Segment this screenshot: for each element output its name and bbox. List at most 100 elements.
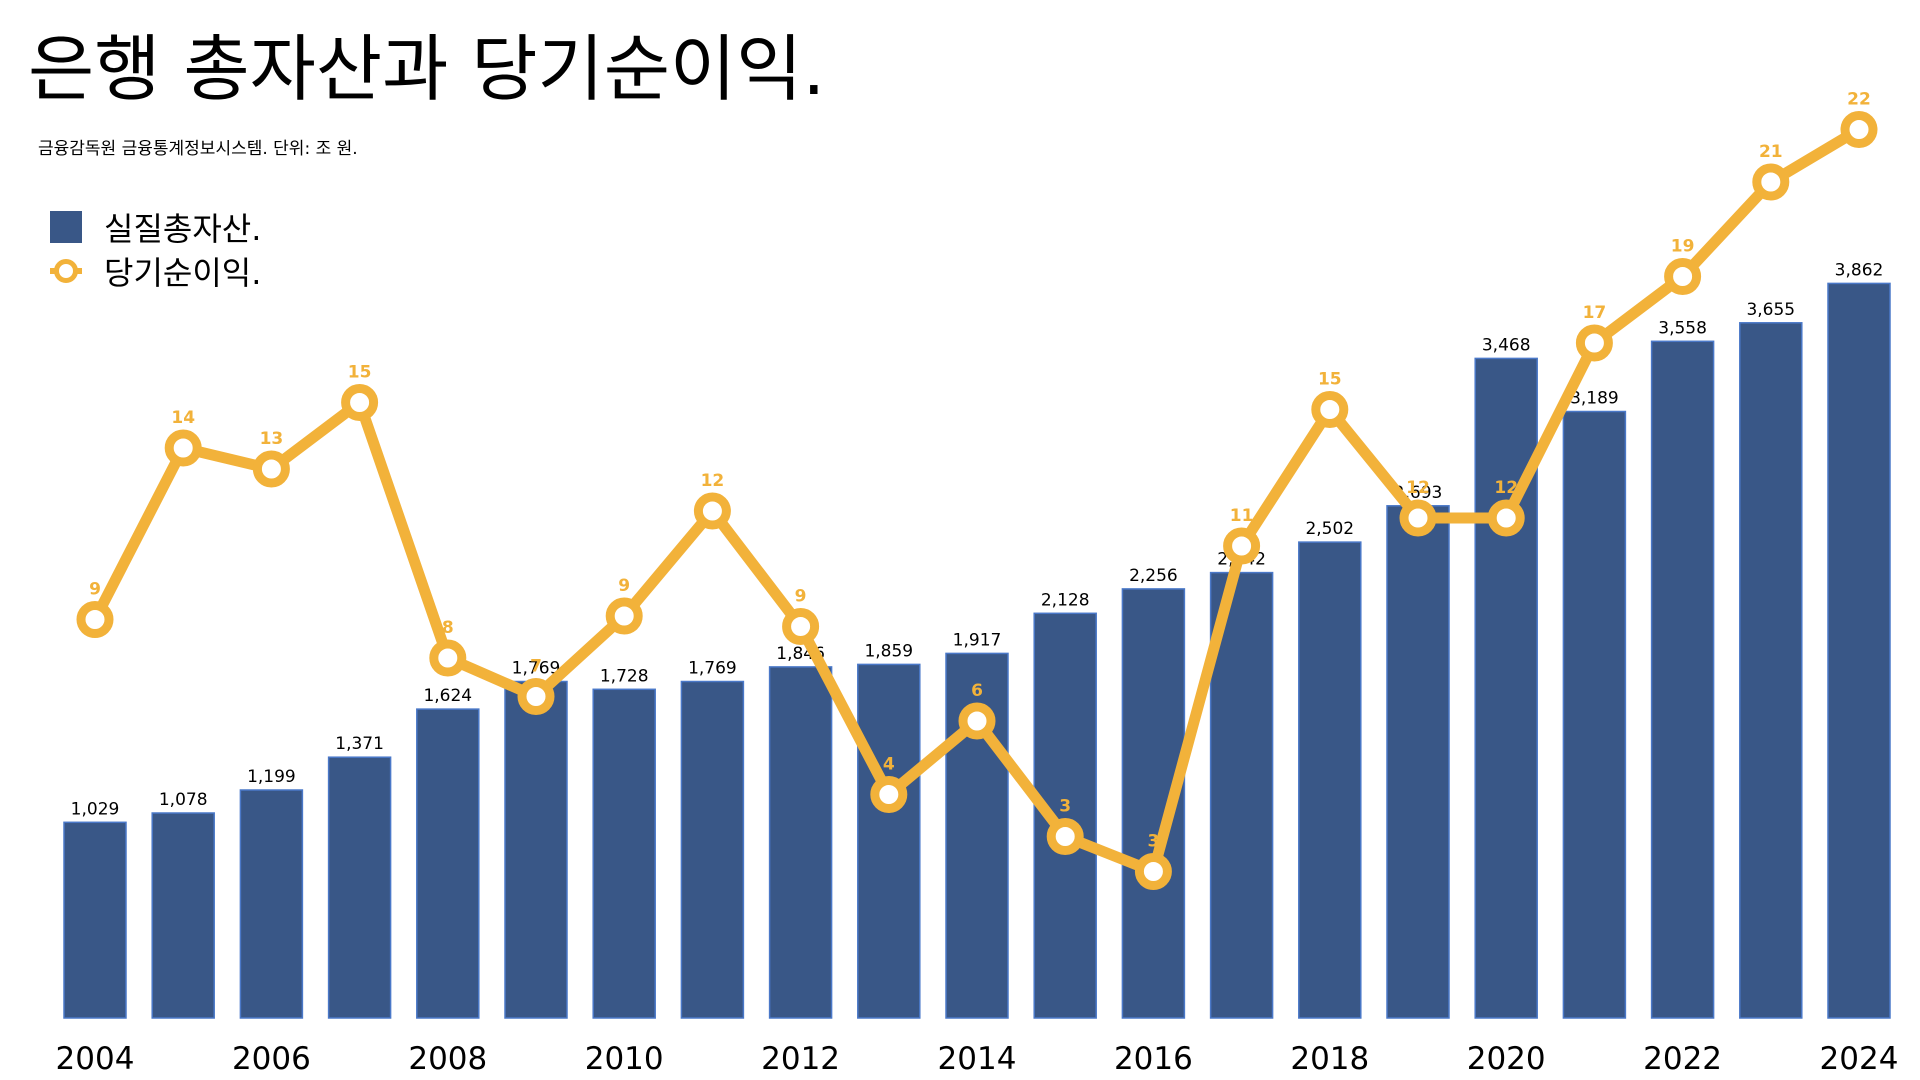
bar-2008 — [416, 708, 480, 1019]
line-point-2005 — [164, 429, 202, 467]
line-label-2016: 3 — [1147, 832, 1159, 852]
line-label-2009: 7 — [530, 657, 542, 677]
line-label-2021: 17 — [1583, 303, 1607, 323]
bar-label-2014: 1,917 — [953, 630, 1002, 650]
bar-2019 — [1386, 505, 1450, 1019]
line-point-2017 — [1223, 527, 1261, 565]
bar-2007 — [327, 756, 392, 1019]
line-point-2023 — [1752, 163, 1790, 201]
bar-2022 — [1650, 340, 1715, 1019]
bar-2017 — [1209, 571, 1274, 1019]
line-label-2019: 12 — [1406, 478, 1430, 498]
bar-label-2011: 1,769 — [688, 659, 737, 679]
bar-2023 — [1739, 322, 1803, 1019]
line-label-2007: 15 — [348, 363, 372, 383]
line-point-2021 — [1575, 324, 1613, 362]
x-tick-2010: 2010 — [585, 1041, 664, 1077]
bar-2013 — [857, 663, 921, 1019]
chart-subtitle: 금융감독원 금융통계정보시스템. 단위: 조 원. — [38, 139, 358, 159]
bar-label-2006: 1,199 — [247, 767, 296, 787]
x-tick-2008: 2008 — [408, 1041, 487, 1077]
bar-label-2005: 1,078 — [159, 790, 208, 810]
bar-labels-layer: 1,029 1,078 1,199 1,371 1,624 1,769 1,728 1,769… — [71, 260, 1884, 819]
bar-label-2009: 1,769 — [512, 659, 561, 679]
line-label-2017: 11 — [1230, 506, 1254, 526]
line-label-2010: 9 — [618, 576, 630, 596]
line-point-2011 — [693, 492, 731, 530]
bar-label-2013: 1,859 — [864, 641, 913, 661]
line-layer — [76, 111, 1878, 890]
bar-label-2016: 2,256 — [1129, 566, 1178, 586]
line-point-2012 — [782, 608, 820, 645]
line-labels-layer: 9 14 13 15 8 7 9 12 9 4 6 3 3 11 15 12 12 17 19 21 22 — [89, 90, 1871, 852]
legend-bar-swatch — [50, 211, 82, 243]
bar-label-2007: 1,371 — [335, 734, 384, 754]
x-tick-2018: 2018 — [1290, 1041, 1369, 1077]
bar-2005 — [151, 812, 215, 1019]
bar-label-2021: 3,189 — [1570, 389, 1619, 409]
bar-2021 — [1562, 410, 1627, 1019]
line-label-2011: 12 — [701, 471, 725, 491]
line-point-2008 — [429, 639, 467, 677]
line-label-2018: 15 — [1318, 370, 1342, 390]
x-tick-2022: 2022 — [1643, 1041, 1722, 1077]
line-label-2008: 8 — [442, 618, 454, 638]
bar-2018 — [1298, 541, 1362, 1019]
bar-label-2010: 1,728 — [600, 666, 649, 686]
line-label-2013: 4 — [883, 755, 895, 775]
line-label-2014: 6 — [971, 681, 983, 701]
x-tick-2004: 2004 — [56, 1041, 135, 1077]
x-tick-2020: 2020 — [1467, 1041, 1546, 1077]
line-point-2007 — [341, 384, 379, 421]
line-point-2010 — [605, 597, 643, 635]
line-point-2019 — [1399, 499, 1437, 537]
line-label-2020: 12 — [1494, 478, 1518, 498]
bar-label-2024: 3,862 — [1835, 260, 1884, 280]
line-point-2020 — [1487, 499, 1525, 537]
line-label-2023: 21 — [1759, 142, 1783, 162]
x-tick-2006: 2006 — [232, 1041, 311, 1077]
bar-2020 — [1474, 357, 1538, 1019]
line-label-2024: 22 — [1847, 90, 1871, 110]
legend-item-line-series: 당기순이익. — [50, 249, 261, 293]
line-point-2004 — [76, 601, 114, 638]
line-label-2005: 14 — [171, 408, 195, 428]
line-label-2004: 9 — [89, 580, 101, 600]
line-point-2024 — [1840, 111, 1878, 148]
bar-label-2022: 3,558 — [1658, 318, 1707, 338]
x-axis: 2004 2006 2008 2010 2012 2014 2016 2018 2020 2022… — [56, 1041, 1899, 1077]
bar-2024 — [1827, 282, 1891, 1019]
bar-label-2015: 2,128 — [1041, 590, 1090, 610]
line-point-2022 — [1664, 258, 1702, 295]
bar-2006 — [239, 789, 304, 1019]
legend-line-label: 당기순이익. — [104, 254, 262, 292]
legend-bar-label: 실질총자산. — [104, 210, 262, 248]
line-point-2018 — [1311, 391, 1349, 428]
x-tick-2016: 2016 — [1114, 1041, 1193, 1077]
line-label-2015: 3 — [1059, 797, 1071, 817]
line-point-2014 — [958, 702, 996, 740]
bar-2004 — [63, 821, 127, 1019]
bar-label-2004: 1,029 — [71, 799, 120, 819]
line-point-2006 — [252, 450, 290, 488]
bar-2012 — [768, 666, 833, 1019]
bar-label-2018: 2,502 — [1305, 519, 1354, 539]
bar-2011 — [680, 680, 745, 1019]
x-tick-2014: 2014 — [938, 1041, 1017, 1077]
x-tick-2024: 2024 — [1820, 1041, 1899, 1077]
bar-2009 — [504, 680, 568, 1019]
bar-2010 — [592, 688, 656, 1019]
x-tick-2012: 2012 — [761, 1041, 840, 1077]
legend-item-bar-series: 실질총자산. — [50, 205, 261, 249]
legend-line-swatch — [50, 255, 82, 287]
line-label-2006: 13 — [260, 429, 284, 449]
chart-legend: 실질총자산. 당기순이익. — [50, 205, 261, 293]
line-point-2013 — [870, 776, 908, 813]
bar-label-2020: 3,468 — [1482, 335, 1531, 355]
line-label-2012: 9 — [795, 587, 807, 607]
line-point-2015 — [1046, 818, 1084, 855]
chart-title: 은행 총자산과 당기순이익. — [28, 27, 826, 111]
bars-layer — [63, 282, 1891, 1019]
bar-label-2023: 3,655 — [1746, 300, 1795, 320]
